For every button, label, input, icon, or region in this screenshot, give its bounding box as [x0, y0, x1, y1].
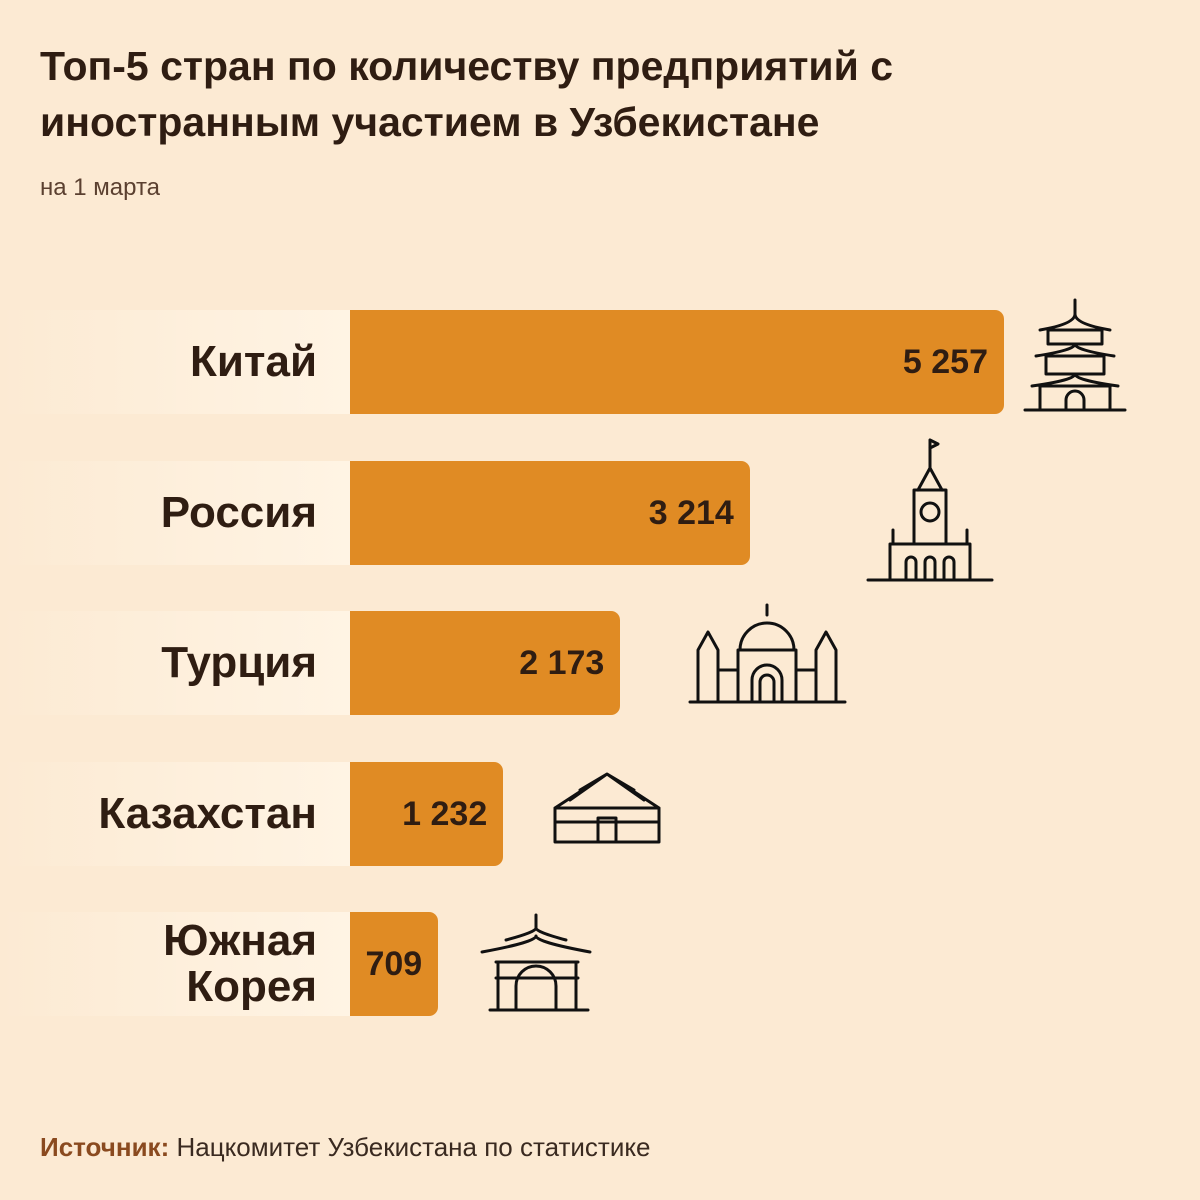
bar	[350, 611, 621, 715]
bar	[350, 912, 439, 1016]
category-label: Казахстан	[98, 788, 317, 838]
source-label: Источник:	[40, 1132, 170, 1162]
value-label: 1 232	[402, 794, 488, 833]
label-strip	[0, 460, 352, 565]
source: Источник: Нацкомитет Узбекистана по стат…	[40, 1132, 651, 1163]
label-strip	[0, 912, 352, 1016]
value-label: 709	[365, 945, 423, 983]
category-label: Россия	[160, 487, 317, 537]
value-label: 5 257	[902, 343, 988, 381]
bar	[350, 761, 504, 866]
value-label: 2 173	[519, 644, 605, 682]
bar	[350, 460, 750, 565]
kazakhstan-icon	[553, 772, 661, 844]
chart-subtitle: на 1 марта	[40, 174, 161, 201]
label-strip	[0, 761, 352, 866]
source-text: Нацкомитет Узбекистана по статистике	[176, 1132, 651, 1162]
category-label: Южная Корея	[163, 916, 317, 1011]
korea-icon	[480, 913, 592, 1012]
turkey-icon	[688, 603, 847, 704]
bar	[350, 310, 1004, 414]
value-label: 3 214	[648, 493, 734, 532]
category-label: Китай	[190, 337, 317, 386]
category-label: Турция	[161, 638, 317, 687]
label-strip	[0, 310, 352, 414]
chart-title: Топ-5 стран по количеству предприятий с …	[40, 43, 894, 145]
russia-icon	[866, 438, 994, 582]
label-strip	[0, 611, 352, 715]
china-icon	[1023, 298, 1127, 412]
